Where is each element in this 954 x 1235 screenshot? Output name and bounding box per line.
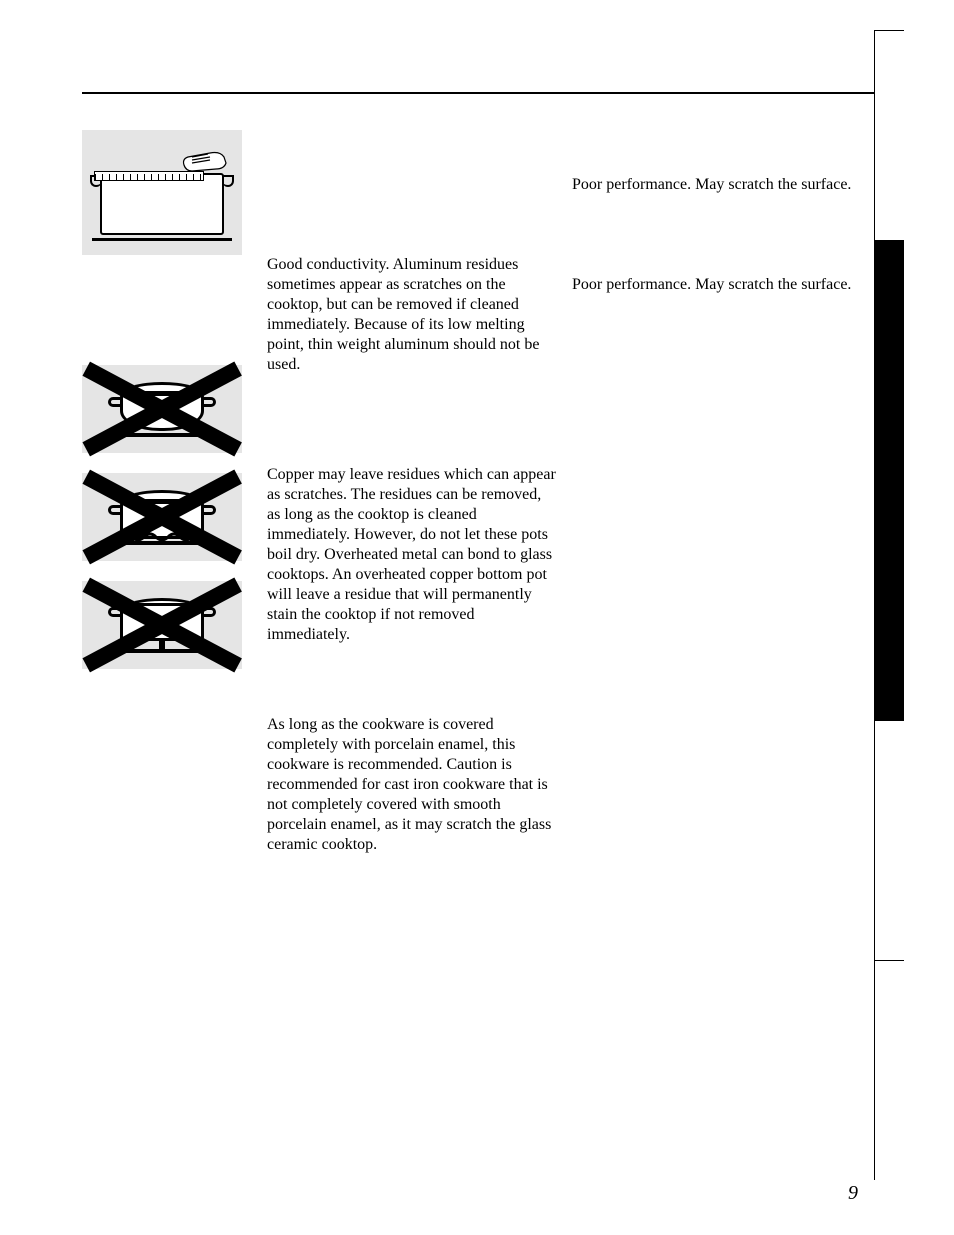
reject-pot-curved-icon <box>82 365 242 453</box>
right-text-column: Poor performance. May scratch the surfac… <box>572 130 872 315</box>
page-number: 9 <box>848 1182 858 1205</box>
reject-pot-ridged-icon <box>82 473 242 561</box>
middle-text-column: Good conductivity. Aluminum residues som… <box>267 130 557 875</box>
sidebar-divider <box>874 960 904 961</box>
ruler-on-pot-icon <box>82 130 242 255</box>
aluminum-text: Good conductivity. Aluminum residues som… <box>267 255 557 375</box>
right-item-1: Poor performance. May scratch the surfac… <box>572 175 872 195</box>
sidebar-divider <box>874 720 904 721</box>
right-item-2: Poor performance. May scratch the surfac… <box>572 275 872 295</box>
sidebar-tab-black <box>874 240 904 720</box>
hand-icon <box>180 147 228 175</box>
porcelain-text: As long as the cookware is covered compl… <box>267 715 557 855</box>
illustration-column <box>82 130 242 689</box>
horizontal-rule <box>82 92 874 94</box>
ridges-icon <box>102 531 222 543</box>
reject-pot-legs-icon <box>82 581 242 669</box>
copper-text: Copper may leave residues which can appe… <box>267 465 557 645</box>
